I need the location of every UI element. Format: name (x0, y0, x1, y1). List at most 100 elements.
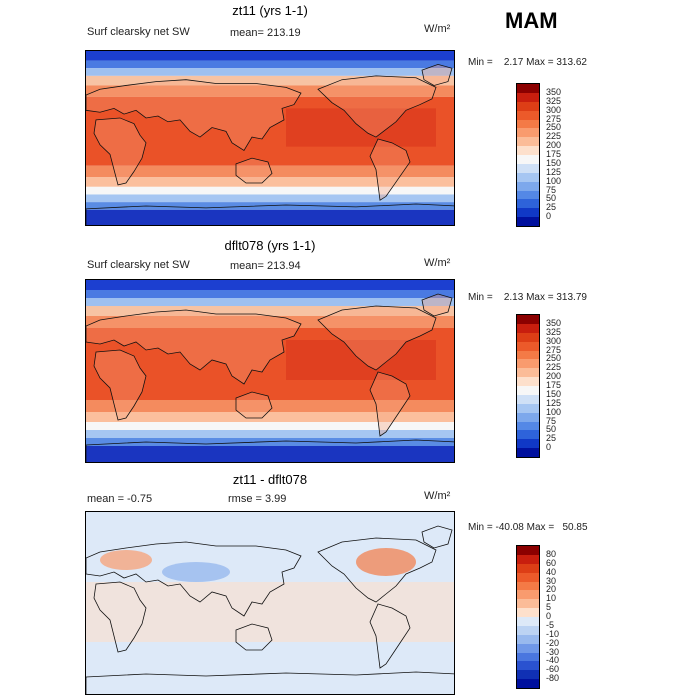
colorbar-label: 50 (546, 424, 557, 435)
diff-positive-patch (100, 550, 152, 570)
colorbar-swatch (517, 563, 539, 573)
colorbar-label: 175 (546, 149, 562, 159)
colorbar-swatch (517, 590, 539, 600)
colorbar-swatch (517, 394, 539, 404)
colorbar-label: -10 (546, 628, 560, 639)
season-label: MAM (505, 8, 558, 33)
colorbar-swatch (517, 617, 539, 626)
coastline (93, 581, 147, 653)
coastline (317, 537, 437, 603)
coastline (369, 603, 411, 669)
sw-band (86, 290, 454, 298)
colorbar-label: 250 (546, 353, 562, 364)
sw-band (86, 60, 454, 69)
land-shade (236, 392, 272, 418)
panel-1-title: zt11 (yrs 1-1) (232, 3, 308, 18)
sw-band (86, 194, 454, 203)
coastline (93, 349, 147, 421)
colorbar-swatch (517, 359, 539, 369)
panel-3-min-max: Min = -40.08 Max = 50.85 (468, 522, 588, 533)
colorbar-label: 0 (546, 442, 552, 453)
sw-band (86, 177, 454, 187)
colorbar-swatch (517, 208, 539, 218)
colorbar-label: 50 (546, 193, 557, 204)
colorbar-swatch (517, 403, 539, 413)
colorbar-swatch (517, 377, 539, 386)
coastline (235, 391, 273, 419)
colorbar-swatch (517, 350, 539, 360)
panel-2-title: dflt078 (yrs 1-1) (224, 238, 316, 253)
colorbar-label: -80 (546, 673, 560, 684)
colorbar-label: 150 (546, 157, 562, 168)
colorbar-label: 275 (546, 344, 562, 355)
colorbar-label: 25 (546, 202, 557, 213)
panel-2-map (85, 279, 455, 463)
colorbar-label: 150 (546, 388, 562, 399)
colorbar-swatch (517, 661, 539, 671)
sw-band (86, 422, 454, 430)
colorbar-label: 20 (546, 584, 557, 595)
colorbar-label: 225 (546, 362, 562, 373)
coastline (86, 309, 302, 385)
coastline (317, 75, 437, 138)
coastline (317, 305, 437, 371)
colorbar-swatch (517, 421, 539, 431)
panel-2-colorbar (516, 314, 540, 458)
colorbar-label: 60 (546, 557, 557, 568)
colorbar-swatch (517, 101, 539, 111)
colorbar-label: -30 (546, 646, 560, 657)
coastline (86, 541, 302, 617)
colorbar-swatch (517, 643, 539, 653)
panel-3-units: W/m² (424, 490, 451, 502)
land-shade (318, 306, 436, 370)
land-shade (370, 139, 410, 201)
panel-2-field-label: Surf clearsky net SW (87, 259, 190, 271)
colorbar-swatch (517, 323, 539, 333)
coastline (369, 371, 411, 437)
panel-1-map (85, 50, 455, 226)
sw-band (86, 209, 454, 225)
panel-3-title: zt11 - dflt078 (232, 472, 308, 487)
colorbar-swatch (517, 554, 539, 564)
colorbar-label: -40 (546, 655, 560, 666)
colorbar-label: 75 (546, 184, 557, 195)
coastline (86, 439, 454, 462)
colorbar-label: -60 (546, 664, 560, 675)
coastline (235, 157, 273, 184)
colorbar-swatch (517, 572, 539, 582)
sw-band (86, 306, 454, 316)
sw-band (86, 400, 454, 412)
land-shade (236, 158, 272, 183)
colorbar-swatch (517, 181, 539, 191)
land-shade (86, 79, 301, 151)
colorbar-swatch (517, 92, 539, 102)
panel-1-field-label: Surf clearsky net SW (87, 26, 190, 38)
sw-band (86, 430, 454, 438)
panel-2-mean: mean= 213.94 (230, 260, 301, 272)
sw-band (86, 186, 454, 195)
coastline (93, 117, 147, 186)
coastline (235, 623, 273, 651)
colorbar-label: 100 (546, 406, 562, 417)
panel-1-units: W/m² (424, 23, 451, 35)
diff-negative-patch (162, 562, 230, 582)
coastline (86, 671, 454, 694)
coastline (421, 63, 453, 86)
colorbar-swatch (517, 341, 539, 351)
sw-band (86, 446, 454, 462)
colorbar-label: 10 (546, 593, 557, 604)
colorbar-swatch (517, 190, 539, 200)
colorbar-label: 0 (546, 611, 552, 621)
colorbar-label: 300 (546, 104, 562, 115)
colorbar-label: 300 (546, 335, 562, 346)
colorbar-swatch (517, 128, 539, 138)
panel-2-min-max: Min = 2.13 Max = 313.79 (468, 292, 587, 303)
panel-3-rmse: rmse = 3.99 (228, 493, 287, 505)
land-shade (94, 117, 146, 185)
colorbar-label: 0 (546, 211, 552, 222)
colorbar-label: 200 (546, 140, 562, 151)
colorbar-swatch (517, 652, 539, 662)
colorbar-swatch (517, 679, 539, 688)
land-shade (318, 75, 436, 138)
land-shade (94, 350, 146, 420)
